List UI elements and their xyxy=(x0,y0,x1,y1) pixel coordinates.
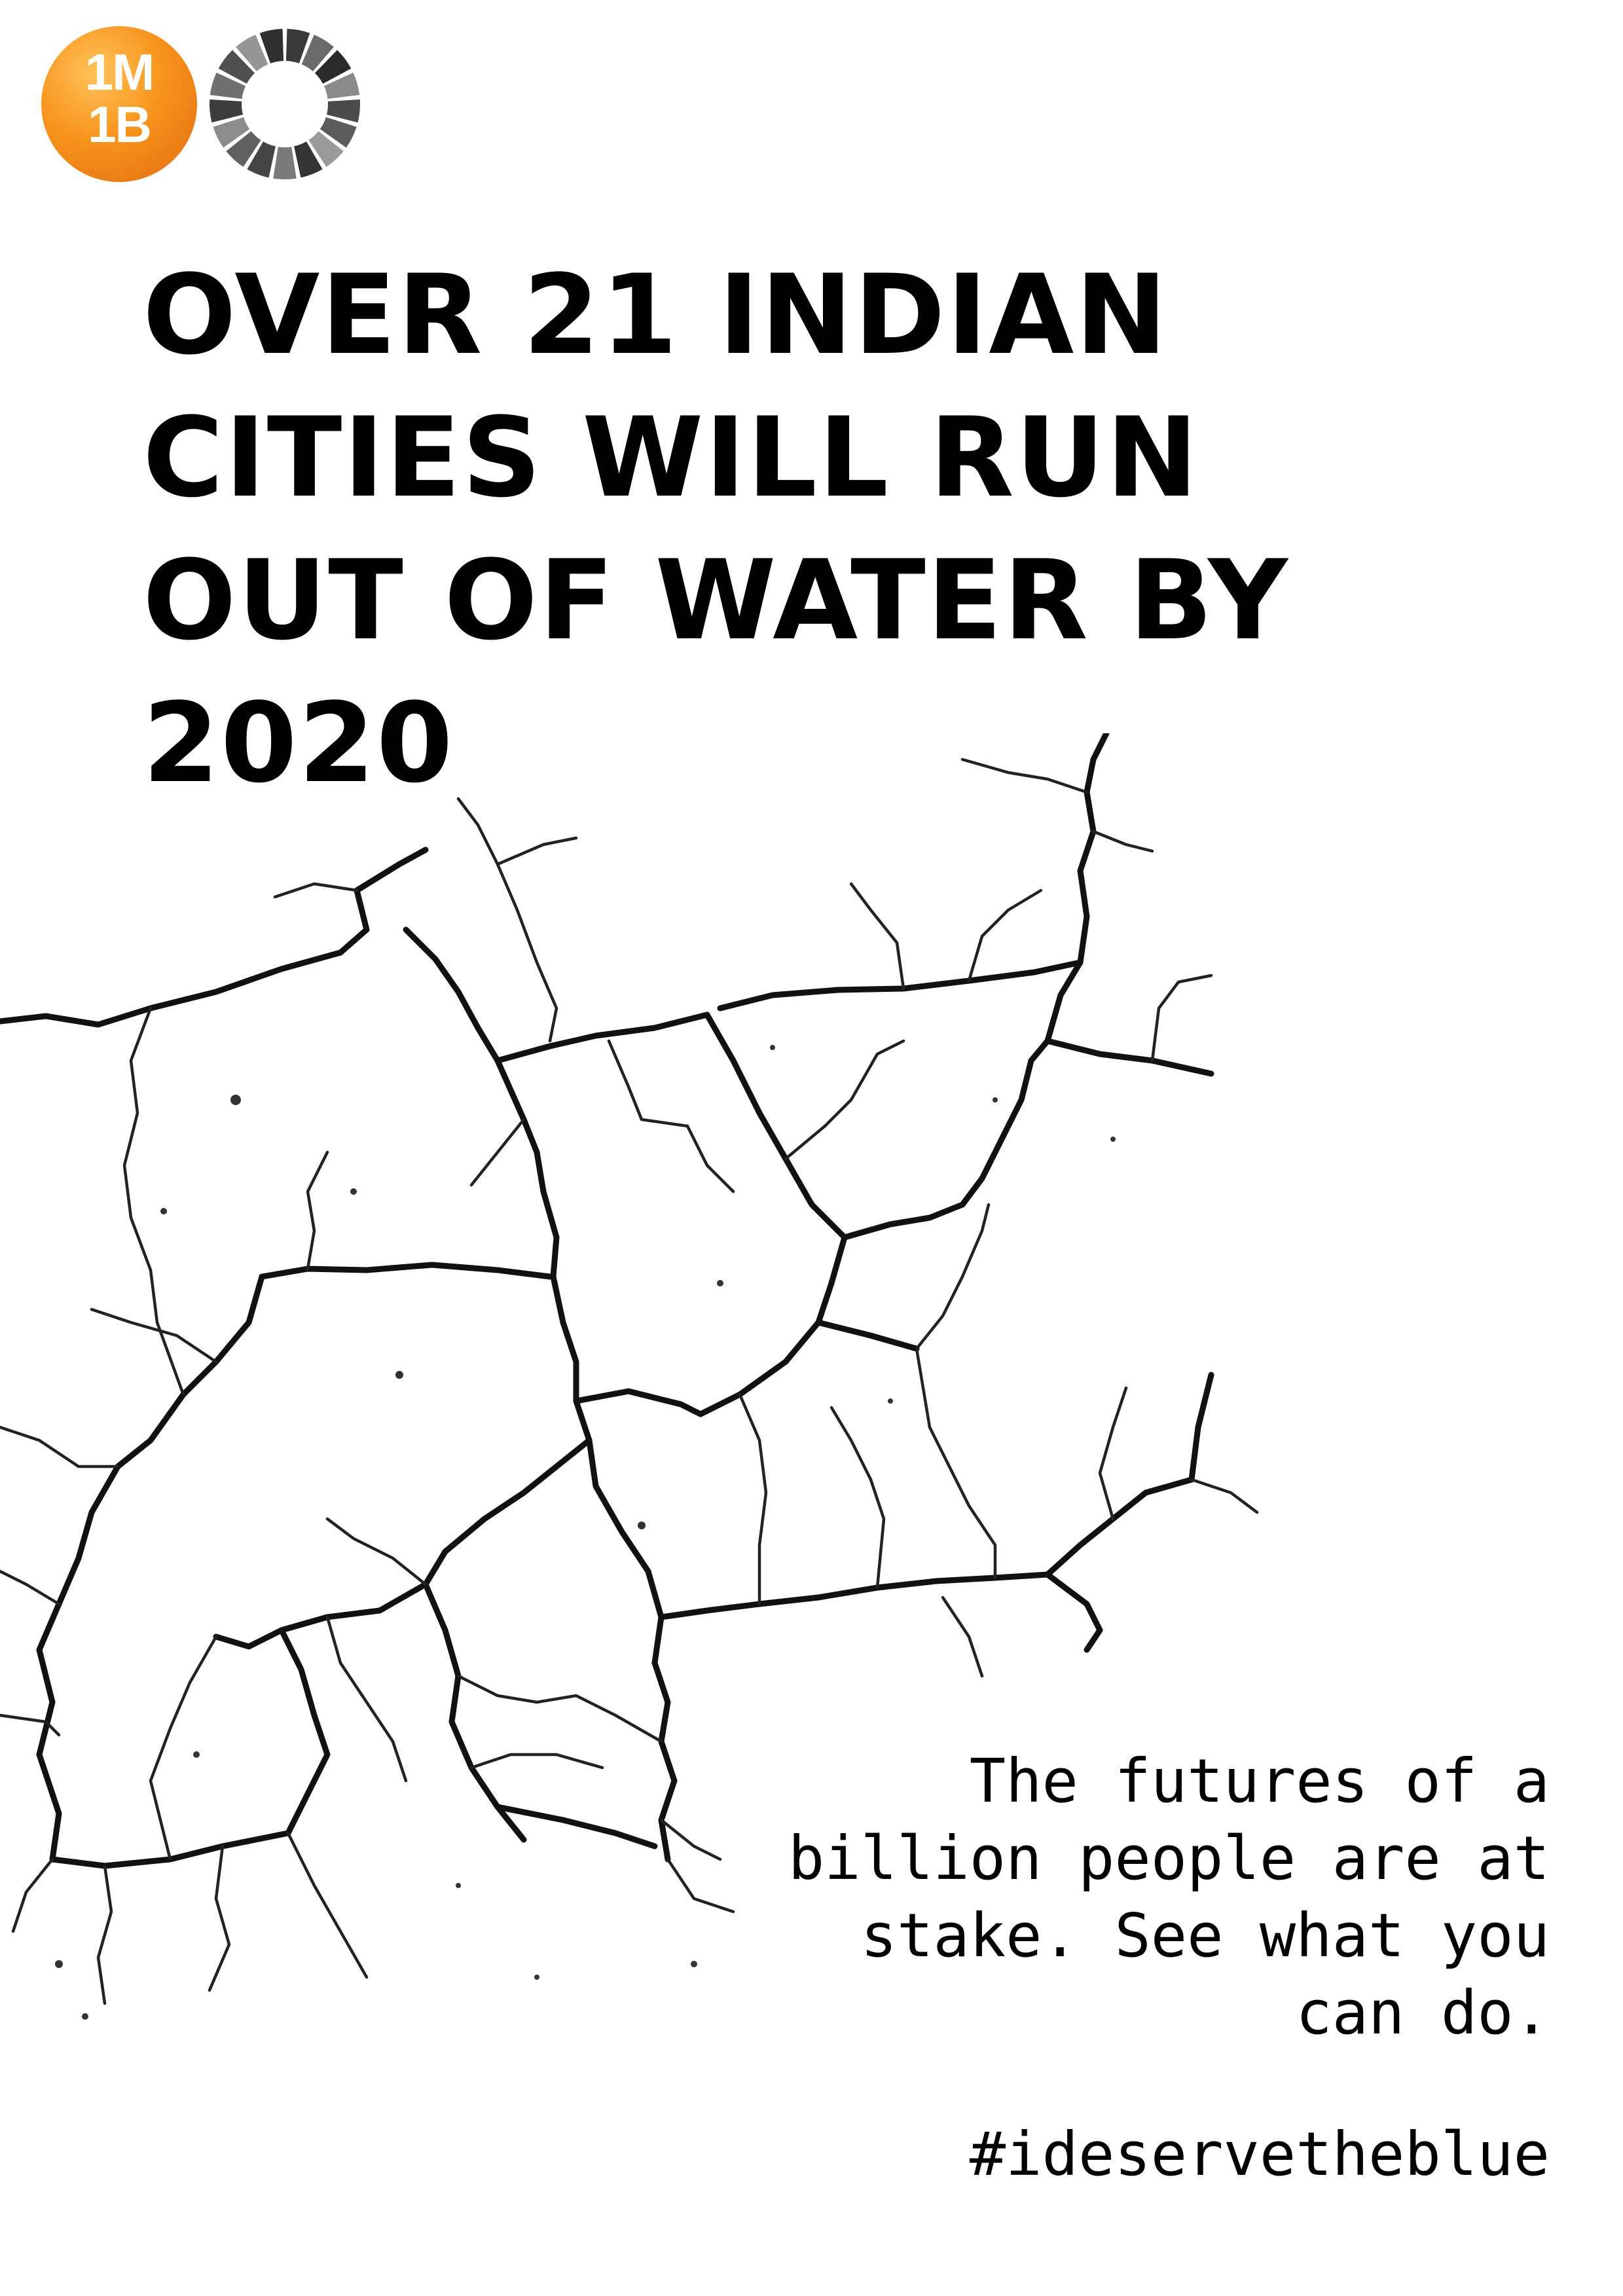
1m1b-logo-icon: 1M 1B xyxy=(41,26,197,182)
sdg-wheel-segment xyxy=(273,147,297,179)
sdg-wheel-segment xyxy=(285,29,310,64)
sdg-wheel-segment xyxy=(319,117,357,148)
hashtag[interactable]: #ideservetheblue xyxy=(969,2119,1550,2189)
sdg-wheel-segment xyxy=(259,29,284,64)
tagline: The futures of a billion people are at s… xyxy=(788,1746,1550,2048)
sdg-wheel-segment xyxy=(218,50,255,84)
cracked-earth-illustration xyxy=(0,733,1259,2020)
sdg-wheel-segment xyxy=(210,99,244,123)
sdg-wheel-segment xyxy=(314,50,352,84)
logo-text-1b: 1B xyxy=(88,96,152,153)
sdg-wheel-segment xyxy=(247,141,276,178)
sdg-wheel-logo-icon xyxy=(210,29,360,179)
sdg-wheel-segment xyxy=(323,72,360,99)
sdg-wheel-segment xyxy=(236,35,268,71)
sdg-wheel-segment xyxy=(301,35,334,71)
sdg-wheel-segment xyxy=(308,131,344,167)
sdg-wheel-segment xyxy=(226,131,261,167)
logo-text-1m: 1M xyxy=(84,43,155,101)
sdg-wheel-segment xyxy=(210,72,246,99)
headline: OVER 21 INDIAN CITIES WILL RUN OUT OF WA… xyxy=(143,251,1289,807)
sdg-wheel-segment xyxy=(326,99,360,123)
sdg-wheel-segment xyxy=(213,117,250,148)
sdg-wheel-segment xyxy=(294,141,323,178)
